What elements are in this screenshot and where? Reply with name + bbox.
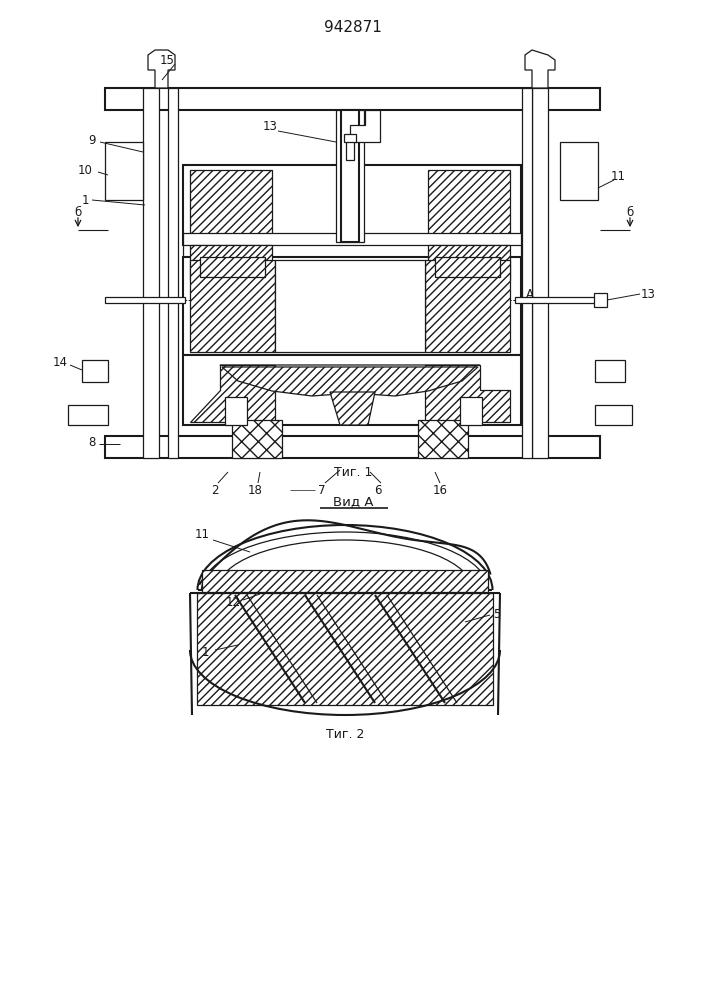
- Text: 6: 6: [374, 484, 382, 496]
- Polygon shape: [190, 365, 275, 422]
- Text: 16: 16: [433, 484, 448, 496]
- Bar: [341, 110, 359, 242]
- Polygon shape: [220, 365, 480, 395]
- Bar: [168, 88, 178, 458]
- Bar: [336, 110, 364, 242]
- Polygon shape: [525, 50, 555, 88]
- Bar: [460, 397, 482, 425]
- Polygon shape: [350, 110, 380, 142]
- Text: 14: 14: [52, 356, 67, 368]
- Text: 1: 1: [201, 646, 209, 658]
- Text: 7: 7: [318, 484, 326, 496]
- Polygon shape: [190, 245, 272, 280]
- Bar: [344, 134, 356, 142]
- Bar: [275, 260, 425, 352]
- Polygon shape: [595, 405, 632, 425]
- Bar: [183, 165, 521, 245]
- Text: 11: 11: [194, 528, 209, 542]
- Text: 11: 11: [611, 169, 626, 182]
- Text: A: A: [526, 288, 534, 300]
- Polygon shape: [425, 260, 510, 352]
- Text: Вид A: Вид A: [333, 495, 373, 508]
- Bar: [522, 88, 532, 458]
- Polygon shape: [222, 367, 478, 396]
- Text: Τиг. 2: Τиг. 2: [326, 728, 364, 742]
- Text: 12: 12: [226, 596, 240, 609]
- Polygon shape: [425, 365, 510, 422]
- Bar: [346, 140, 354, 160]
- Text: 13: 13: [641, 288, 655, 300]
- Bar: [594, 293, 607, 307]
- Text: 5: 5: [493, 608, 501, 621]
- Bar: [105, 88, 600, 110]
- Text: 9: 9: [88, 133, 95, 146]
- Bar: [105, 297, 185, 303]
- Bar: [105, 142, 143, 200]
- Bar: [105, 436, 600, 458]
- Text: 10: 10: [78, 163, 93, 176]
- Polygon shape: [197, 593, 493, 705]
- Polygon shape: [190, 260, 275, 352]
- Text: Τиг. 1: Τиг. 1: [334, 466, 372, 479]
- Polygon shape: [428, 245, 510, 280]
- Polygon shape: [202, 570, 488, 592]
- Bar: [183, 355, 521, 425]
- Polygon shape: [82, 360, 108, 382]
- Polygon shape: [148, 50, 175, 88]
- Polygon shape: [190, 170, 272, 242]
- Text: 15: 15: [160, 53, 175, 66]
- Text: 1: 1: [81, 194, 89, 207]
- Bar: [515, 297, 598, 303]
- Polygon shape: [435, 257, 500, 277]
- Bar: [560, 142, 598, 200]
- Bar: [183, 233, 521, 245]
- Text: 2: 2: [211, 484, 218, 496]
- Text: б: б: [626, 206, 633, 219]
- Bar: [183, 257, 521, 355]
- Polygon shape: [68, 405, 108, 425]
- Bar: [418, 420, 468, 458]
- Bar: [232, 420, 282, 458]
- Polygon shape: [595, 360, 625, 382]
- Bar: [532, 88, 548, 458]
- Polygon shape: [428, 170, 510, 242]
- Text: 18: 18: [247, 484, 262, 496]
- Text: 17: 17: [344, 115, 359, 128]
- Polygon shape: [200, 257, 265, 277]
- Text: б: б: [74, 206, 81, 219]
- Bar: [143, 88, 159, 458]
- Bar: [225, 397, 247, 425]
- Text: 8: 8: [88, 436, 95, 448]
- Bar: [183, 243, 521, 257]
- Text: 13: 13: [262, 119, 277, 132]
- Polygon shape: [330, 392, 375, 425]
- Text: 942871: 942871: [324, 20, 382, 35]
